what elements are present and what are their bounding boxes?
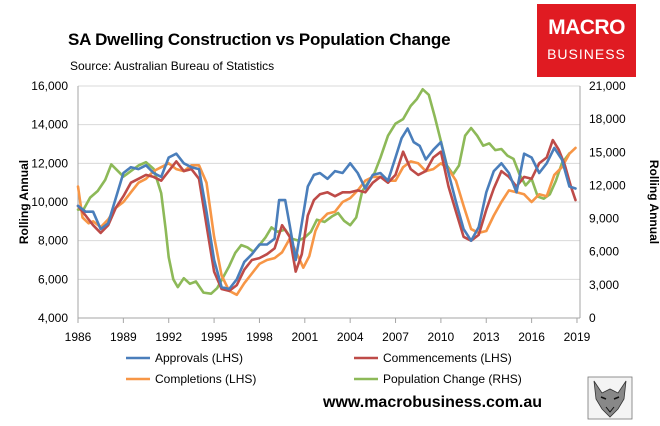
macrobusiness-logo: MACRO BUSINESS	[537, 4, 636, 77]
website-url[interactable]: www.macrobusiness.com.au	[323, 394, 543, 411]
x-tick-label: 1989	[110, 330, 137, 344]
series-line-completions-lhs	[76, 146, 577, 297]
y2-tick-label: 12,000	[589, 178, 626, 192]
x-tick-label: 2001	[291, 330, 318, 344]
x-tick-label: 2019	[564, 330, 591, 344]
y-tick-label: 10,000	[31, 195, 68, 209]
y-tick-label: 6,000	[38, 272, 68, 286]
y-tick-label: 8,000	[38, 234, 68, 248]
y2-tick-label: 18,000	[589, 112, 626, 126]
x-tick-label: 1986	[65, 330, 92, 344]
chart-title: SA Dwelling Construction vs Population C…	[68, 30, 451, 49]
legend-label: Completions (LHS)	[155, 372, 256, 386]
y2-tick-label: 15,000	[589, 145, 626, 159]
y-axis-title: Rolling Annual	[17, 160, 31, 244]
series-line-approvals-lhs	[76, 127, 577, 291]
x-tick-label: 1995	[201, 330, 228, 344]
y-tick-label: 16,000	[31, 79, 68, 93]
logo-line-1: MACRO	[548, 16, 625, 39]
y2-axis-title: Rolling Annual	[647, 160, 660, 244]
chart-source: Source: Australian Bureau of Statistics	[70, 59, 275, 73]
legend-label: Approvals (LHS)	[155, 351, 243, 365]
y2-tick-label: 9,000	[589, 212, 619, 226]
y2-tick-label: 0	[589, 311, 596, 325]
legend-label: Commencements (LHS)	[383, 351, 512, 365]
x-tick-label: 1992	[155, 330, 182, 344]
y-tick-label: 4,000	[38, 311, 68, 325]
series-line-population-change-rhs	[76, 88, 571, 296]
logo-line-2: BUSINESS	[547, 46, 626, 62]
x-tick-label: 1998	[246, 330, 273, 344]
x-tick-label: 2013	[473, 330, 500, 344]
series-line-commencements-lhs	[76, 138, 577, 293]
y2-tick-label: 6,000	[589, 245, 619, 259]
legend-label: Population Change (RHS)	[383, 372, 522, 386]
x-tick-label: 2010	[428, 330, 455, 344]
y2-tick-label: 21,000	[589, 79, 626, 93]
x-tick-label: 2004	[337, 330, 364, 344]
y-tick-label: 12,000	[31, 156, 68, 170]
x-tick-label: 2007	[382, 330, 409, 344]
x-tick-label: 2016	[518, 330, 545, 344]
y-tick-label: 14,000	[31, 118, 68, 132]
y2-tick-label: 3,000	[589, 278, 619, 292]
